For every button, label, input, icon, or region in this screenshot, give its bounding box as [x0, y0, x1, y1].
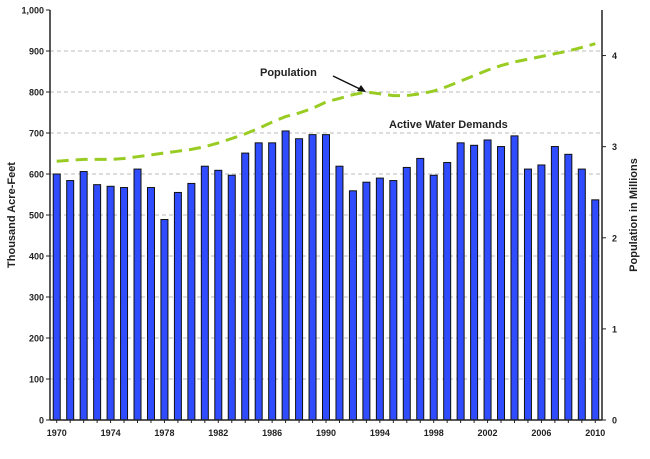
bar-2009	[577, 168, 586, 421]
bar-1974	[106, 185, 115, 421]
bar-1980	[187, 182, 196, 421]
y2-tick-label: 4	[612, 51, 617, 61]
bar-2010	[591, 199, 600, 421]
annotation-arrow	[332, 75, 363, 91]
y-tick-label: 0	[39, 416, 44, 426]
y-tick-label: 500	[29, 211, 44, 221]
bar-1981	[200, 165, 209, 421]
y2-tick-label: 0	[612, 416, 617, 426]
x-tick-label: 1986	[262, 428, 282, 438]
y2-axis-label: Population in Millions	[628, 158, 640, 272]
x-tick-label: 1994	[370, 428, 390, 438]
y2-tick-label: 2	[612, 233, 617, 243]
bar-1978	[160, 219, 169, 421]
bar-1989	[308, 134, 317, 421]
bar-1985	[254, 142, 263, 421]
x-tick-label: 1982	[208, 428, 228, 438]
y-tick-label: 600	[29, 170, 44, 180]
bar-1976	[133, 168, 142, 421]
bars	[52, 130, 600, 421]
bar-1997	[416, 157, 425, 421]
bar-2005	[523, 168, 532, 421]
y-tick-label: 900	[29, 47, 44, 57]
bar-1990	[322, 134, 330, 421]
y-tick-label: 100	[29, 375, 44, 385]
bar-1983	[227, 174, 236, 421]
x-tick-label: 2010	[585, 428, 605, 438]
bar-1971	[66, 180, 75, 421]
bar-1973	[93, 184, 102, 421]
bar-2001	[470, 144, 479, 421]
bar-1982	[214, 169, 223, 421]
arrow-head-icon	[357, 85, 366, 92]
bar-1984	[241, 152, 250, 421]
bar-1992	[348, 190, 357, 421]
bar-1979	[173, 191, 182, 421]
y2-tick-label: 3	[612, 142, 617, 152]
population-line	[56, 42, 596, 163]
y2-tick-label: 1	[612, 324, 617, 334]
population-annotation: Population	[260, 67, 317, 79]
y2-tick-labels: 0 1 2 3 4	[602, 51, 617, 426]
bar-2002	[483, 139, 492, 421]
bar-2004	[510, 135, 519, 421]
bar-1998	[429, 174, 438, 421]
bar-1993	[362, 181, 371, 421]
x-tick-label: 1970	[47, 428, 67, 438]
y-tick-label: 300	[29, 293, 44, 303]
bar-1999	[443, 162, 452, 421]
bar-1991	[335, 165, 344, 421]
bar-2008	[564, 153, 573, 421]
x-tick-label: 2002	[478, 428, 498, 438]
y-tick-label: 800	[29, 88, 44, 98]
bar-2007	[550, 146, 559, 421]
water-demand-annotation: Active Water Demands	[389, 119, 508, 131]
bar-1972	[79, 171, 88, 421]
y-tick-label: 400	[29, 252, 44, 262]
bar-2006	[537, 164, 546, 421]
bar-1977	[146, 187, 155, 421]
y-tick-label: 1,000	[21, 6, 44, 16]
bar-1995	[389, 180, 398, 421]
y-axis-label: Thousand Acre-Feet	[6, 162, 18, 268]
bar-1988	[295, 138, 304, 421]
bar-2000	[456, 142, 465, 421]
x-tick-label: 1978	[154, 428, 174, 438]
bar-2003	[497, 146, 506, 421]
bar-1994	[375, 177, 384, 421]
bar-1986	[268, 142, 277, 421]
y-tick-label: 200	[29, 334, 44, 344]
bar-1975	[120, 187, 129, 421]
x-tick-label: 1990	[316, 428, 336, 438]
y-tick-labels: 0 100 200 300 400 500 600 700 800 900 1,000	[21, 6, 50, 426]
bar-1987	[281, 130, 290, 421]
x-tick-label: 1974	[101, 428, 121, 438]
x-tick-labels: 1970 1974 1978 1982 1986 1990 1994 1998 2002 2006…	[47, 420, 605, 438]
y-tick-label: 700	[29, 129, 44, 139]
x-tick-label: 2006	[531, 428, 551, 438]
bar-1970	[52, 173, 61, 421]
bar-1996	[402, 166, 411, 421]
x-tick-label: 1998	[424, 428, 444, 438]
